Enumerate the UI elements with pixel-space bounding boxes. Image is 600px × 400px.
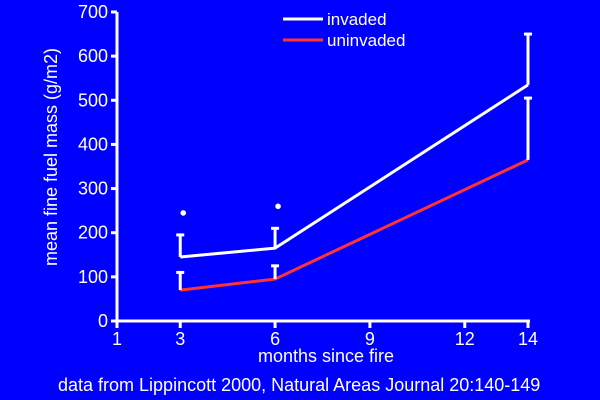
- y-tick-label-300: 300: [78, 179, 108, 199]
- x-tick-label-12: 12: [455, 329, 475, 349]
- axes: 0 100 200 300 400 500 600 700 1 3 6 9 12 14: [78, 2, 538, 349]
- chart-marks: [176, 32, 532, 292]
- x-tick-label-1: 1: [112, 329, 122, 349]
- y-tick-label-400: 400: [78, 134, 108, 154]
- legend: invaded uninvaded: [283, 10, 405, 50]
- y-axis-label: mean fine fuel mass (g/m2): [41, 48, 61, 266]
- legend-label-invaded: invaded: [327, 10, 387, 29]
- x-tick-label-3: 3: [175, 329, 185, 349]
- y-tick-label-500: 500: [78, 90, 108, 110]
- y-tick-label-700: 700: [78, 2, 108, 22]
- source-note: data from Lippincott 2000, Natural Areas…: [58, 375, 540, 395]
- x-tick-label-9: 9: [365, 329, 375, 349]
- y-tick-label-0: 0: [98, 311, 108, 331]
- series-line-uninvaded: [180, 158, 529, 292]
- x-tick-label-6: 6: [270, 329, 280, 349]
- x-tick-label-14: 14: [518, 329, 538, 349]
- y-tick-label-600: 600: [78, 46, 108, 66]
- legend-label-uninvaded: uninvaded: [327, 31, 405, 50]
- significance-dot-invaded-3: [180, 210, 187, 216]
- y-tick-label-100: 100: [78, 267, 108, 287]
- y-tick-label-200: 200: [78, 223, 108, 243]
- significance-dot-invaded-6: [275, 203, 281, 210]
- series-line-invaded: [180, 83, 529, 259]
- x-axis-label: months since fire: [258, 346, 394, 366]
